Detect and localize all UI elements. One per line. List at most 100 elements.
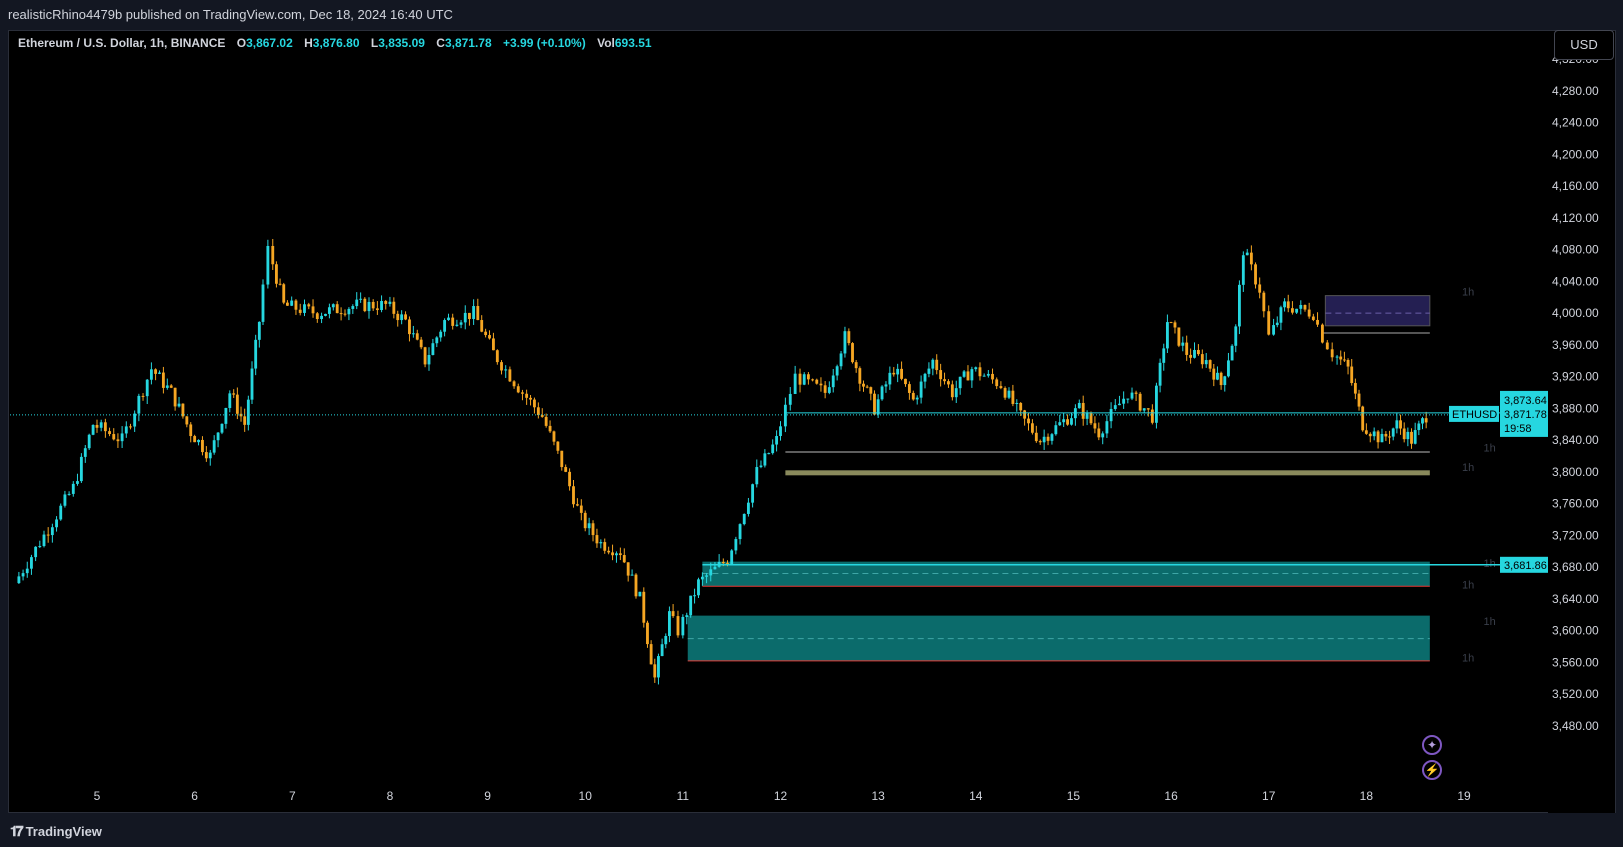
candle-body [982,375,986,377]
candle-body [250,368,254,400]
tv-logo-text: TradingView [25,824,102,839]
candle-body [1134,392,1138,394]
candle-body [388,301,392,304]
price-tag [1500,390,1554,437]
candle-body [1208,360,1212,369]
candle-body [508,369,512,382]
candle-body [149,369,153,380]
candle-body [657,656,660,678]
candle-body [1216,372,1219,380]
chart-frame[interactable] [8,30,1616,813]
price-tick-label: 3,600.00 [1552,624,1599,638]
candle-body [400,314,404,321]
time-tick-label: 6 [191,789,198,803]
candle-body [468,312,471,319]
candle-body [1342,359,1346,361]
candle-body [266,245,270,285]
candle-body [189,424,193,437]
candle-body [129,426,132,428]
candle-body [1027,418,1030,424]
candle-body [935,359,939,371]
zone-timeframe-label: 1h [1462,287,1474,299]
candle-body [986,373,990,376]
candle-body [216,432,220,441]
candle-body [1399,420,1402,429]
candle-body [607,550,611,553]
candle-body [583,512,587,529]
candle-body [1258,284,1262,293]
candle-body [618,553,622,556]
candle-body [540,415,544,417]
candle-body [1325,342,1329,350]
candle-body [995,379,999,387]
candle-body [865,386,869,388]
candle-body [1181,342,1185,346]
candle-body [560,450,564,468]
candle-body [1177,327,1181,346]
candle-body [978,367,982,377]
candle-body [1077,402,1081,409]
candle-body [1249,252,1253,265]
candle-body [954,388,958,398]
candle-body [1230,345,1234,361]
candle-body [1126,398,1130,400]
candle-body [1093,423,1097,429]
candle-body [638,591,642,597]
price-tick-label: 4,040.00 [1552,274,1599,288]
candle-body [303,304,306,313]
close-label: C [436,36,445,50]
candle-body [575,504,579,506]
candle-body [1155,385,1158,423]
currency-button[interactable]: USD [1554,30,1614,60]
candle-body [751,484,755,503]
candles-layer [17,238,1428,685]
candle-body [67,493,71,495]
candle-body [25,568,29,574]
candle-body [396,313,400,321]
candle-body [1361,406,1365,431]
candle-body [653,664,657,678]
candle-body [730,550,734,565]
candle-body [668,611,671,637]
candle-body [783,404,787,427]
candle-body [1193,349,1196,358]
candle-body [1101,433,1105,438]
candle-body [455,324,459,326]
candle-body [525,393,529,398]
candle-body [734,539,738,551]
candle-body [1380,433,1384,443]
candle-body [831,375,835,388]
zone-timeframe-label: 1h [1484,442,1496,454]
candle-body [1196,349,1200,355]
last-price-text: 3,871.78 [1504,409,1547,421]
candle-body [991,373,994,380]
price-tick-label: 3,560.00 [1552,655,1599,669]
candle-body [1339,356,1343,360]
lightning-icon[interactable]: ⚡ [1422,760,1442,780]
candle-body [228,393,232,409]
open-label: O [236,36,247,50]
candle-body [759,465,763,468]
candle-body [1019,402,1023,411]
candle-body [1227,360,1230,377]
candle-body [282,284,286,303]
candle-body [1011,390,1015,404]
candle-body [359,298,363,300]
candle-body [884,384,888,387]
add-icon[interactable]: ✦ [1422,735,1442,755]
candle-body [646,622,649,645]
candle-body [1295,308,1299,313]
candle-body [854,362,858,369]
price-tick-label: 4,240.00 [1552,116,1599,130]
candle-body [827,387,831,393]
candle-body [793,373,797,394]
candle-body [408,319,411,335]
candle-body [806,374,810,380]
candle-body [1015,402,1019,404]
countdown-text: 19:58 [1504,423,1532,435]
candle-body [371,301,375,309]
candle-body [1368,433,1372,437]
ticker-tag [1449,405,1499,422]
candle-body [285,302,289,306]
